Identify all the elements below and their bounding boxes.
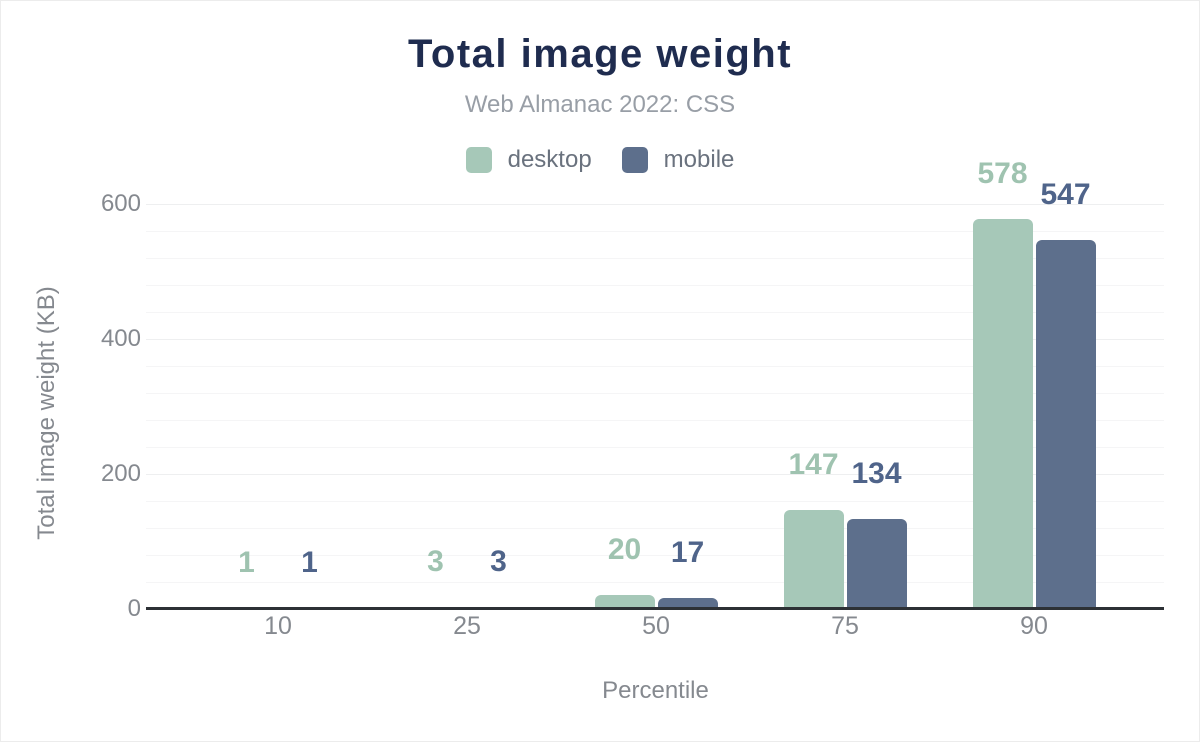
y-tick-label-0: 0 (127, 595, 141, 622)
value-label-mobile-p90: 547 (1040, 178, 1091, 211)
x-tick-label-75: 75 (831, 612, 859, 640)
gridline-minor-440 (146, 312, 1164, 313)
gridline-minor-160 (146, 501, 1164, 502)
legend: desktop mobile (1, 146, 1199, 174)
legend-swatch-mobile-icon (621, 147, 648, 173)
value-label-desktop-p90: 578 (977, 157, 1028, 190)
gridline-major-200 (146, 474, 1164, 475)
x-tick-label-90: 90 (1020, 612, 1048, 640)
value-label-desktop-p10: 1 (238, 546, 255, 579)
value-label-mobile-p25: 3 (490, 545, 507, 578)
x-axis-baseline (146, 607, 1164, 610)
bar-mobile-p50[interactable] (657, 598, 718, 609)
y-tick-label-400: 400 (100, 325, 141, 352)
chart-subtitle: Web Almanac 2022: CSS (464, 91, 736, 118)
value-label-mobile-p10: 1 (301, 546, 318, 579)
legend-label-desktop: desktop (507, 146, 592, 173)
x-axis-title: Percentile (602, 677, 709, 704)
gridline-minor-280 (146, 420, 1164, 421)
gridline-major-400 (146, 339, 1164, 340)
bar-mobile-p75[interactable] (846, 519, 907, 609)
bar-desktop-p90[interactable] (972, 219, 1033, 609)
x-tick-label-50: 50 (642, 612, 670, 640)
gridline-minor-120 (146, 528, 1164, 529)
legend-label-mobile: mobile (663, 146, 735, 173)
value-label-desktop-p25: 3 (427, 545, 444, 578)
gridline-minor-40 (146, 582, 1164, 583)
chart-title: Total image weight (407, 32, 793, 76)
value-label-mobile-p75: 134 (851, 457, 902, 490)
gridline-minor-320 (146, 393, 1164, 394)
gridline-minor-240 (146, 447, 1164, 448)
legend-swatch-desktop-icon (465, 147, 492, 173)
gridline-minor-520 (146, 258, 1164, 259)
legend-item-desktop: desktop (465, 146, 592, 174)
value-label-desktop-p50: 20 (607, 533, 642, 566)
bar-desktop-p50[interactable] (594, 595, 655, 609)
gridline-minor-480 (146, 285, 1164, 286)
value-label-mobile-p50: 17 (670, 536, 705, 569)
gridline-minor-80 (146, 555, 1164, 556)
x-tick-label-10: 10 (264, 612, 292, 640)
x-tick-label-25: 25 (453, 612, 481, 640)
y-axis-title: Total image weight (KB) (33, 286, 60, 540)
gridline-minor-360 (146, 366, 1164, 367)
gridline-minor-560 (146, 231, 1164, 232)
y-tick-label-200: 200 (100, 460, 141, 487)
gridline-major-600 (146, 204, 1164, 205)
value-label-desktop-p75: 147 (788, 448, 839, 481)
bar-mobile-p90[interactable] (1035, 240, 1096, 609)
bar-desktop-p75[interactable] (783, 510, 844, 609)
y-tick-label-600: 600 (100, 190, 141, 217)
legend-item-mobile: mobile (621, 146, 735, 174)
